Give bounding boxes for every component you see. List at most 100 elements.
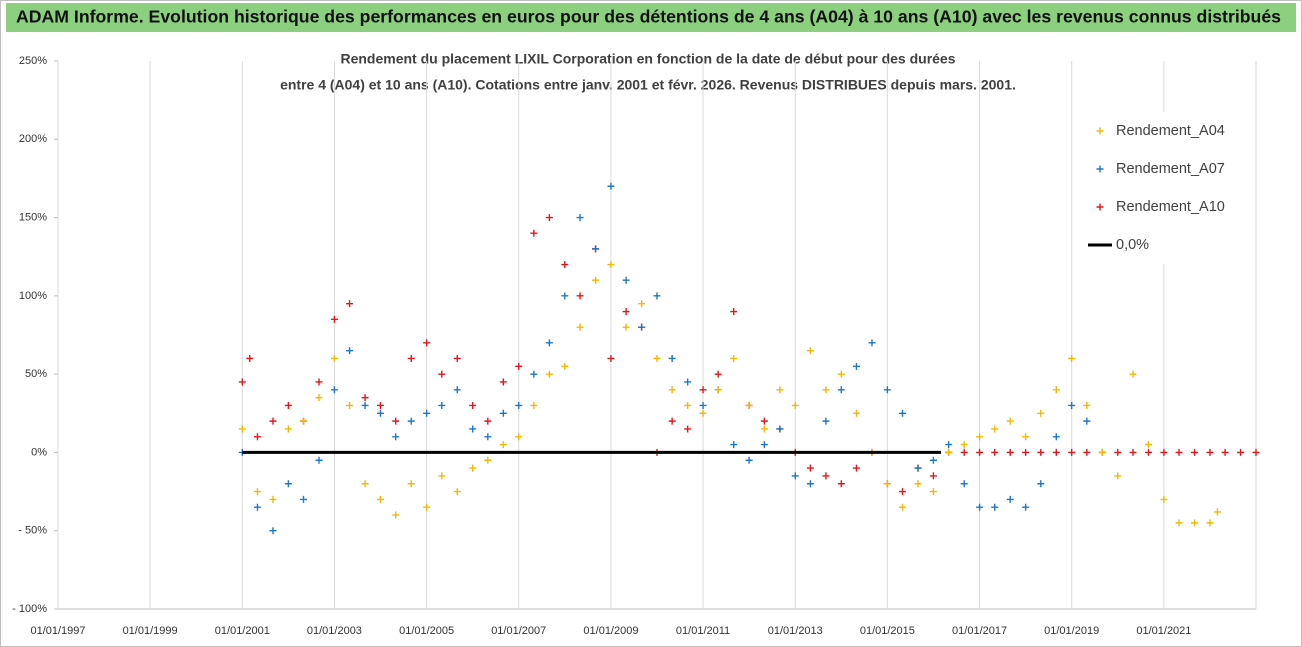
point	[1037, 448, 1045, 456]
point	[238, 425, 246, 433]
point	[453, 386, 461, 394]
point	[914, 464, 922, 472]
point	[330, 354, 338, 362]
point	[407, 417, 415, 425]
point	[423, 409, 431, 417]
point	[638, 323, 646, 331]
point	[469, 425, 477, 433]
point	[1175, 519, 1183, 527]
point	[238, 378, 246, 386]
point	[668, 386, 676, 394]
y-tick-label: - 100%	[12, 603, 47, 615]
point	[1083, 417, 1091, 425]
point	[561, 292, 569, 300]
y-tick-label: 100%	[19, 290, 47, 302]
point	[284, 425, 292, 433]
point	[976, 448, 984, 456]
point	[253, 503, 261, 511]
point	[561, 261, 569, 269]
point	[1160, 495, 1168, 503]
point	[607, 182, 615, 190]
point	[246, 354, 254, 362]
point	[392, 511, 400, 519]
point	[837, 480, 845, 488]
point	[791, 472, 799, 480]
point	[622, 276, 630, 284]
point	[1160, 448, 1168, 456]
legend-label: Rendement_A07	[1116, 161, 1225, 177]
point	[899, 488, 907, 496]
point	[1052, 448, 1060, 456]
point	[1206, 448, 1214, 456]
point	[776, 386, 784, 394]
point	[1052, 386, 1060, 394]
point	[438, 401, 446, 409]
point	[392, 417, 400, 425]
legend-swatch	[1096, 165, 1104, 173]
point	[684, 425, 692, 433]
point	[545, 214, 553, 222]
point	[899, 409, 907, 417]
point	[469, 401, 477, 409]
header-bar	[6, 3, 1296, 32]
point	[576, 214, 584, 222]
point	[1114, 448, 1122, 456]
point	[346, 300, 354, 308]
point	[1022, 448, 1030, 456]
point	[960, 441, 968, 449]
point	[607, 354, 615, 362]
chart-title: Rendement du placement LIXIL Corporation…	[340, 51, 955, 67]
point	[423, 503, 431, 511]
legend-label: Rendement_A04	[1116, 123, 1225, 139]
point	[453, 354, 461, 362]
point	[1145, 448, 1153, 456]
point	[960, 480, 968, 488]
point	[868, 339, 876, 347]
point	[837, 370, 845, 378]
point	[530, 229, 538, 237]
header: ADAM Informe. Evolution historique des p…	[16, 7, 1281, 27]
point	[653, 354, 661, 362]
point	[1252, 448, 1260, 456]
point	[1221, 448, 1229, 456]
point	[361, 401, 369, 409]
point	[1068, 448, 1076, 456]
point	[269, 495, 277, 503]
point	[914, 480, 922, 488]
point	[1237, 448, 1245, 456]
legend-label: 0,0%	[1116, 237, 1149, 253]
y-tick-label: 0%	[31, 446, 47, 458]
point	[745, 456, 753, 464]
point	[1022, 433, 1030, 441]
point	[760, 441, 768, 449]
point	[1006, 448, 1014, 456]
point	[576, 292, 584, 300]
point	[315, 394, 323, 402]
point	[499, 441, 507, 449]
point	[423, 339, 431, 347]
point	[1068, 354, 1076, 362]
point	[545, 339, 553, 347]
point	[929, 488, 937, 496]
point	[515, 401, 523, 409]
point	[269, 417, 277, 425]
point	[253, 488, 261, 496]
point	[515, 362, 523, 370]
x-tick-label: 01/01/2011	[676, 625, 730, 637]
point	[253, 433, 261, 441]
point	[1022, 503, 1030, 511]
x-tick-label: 01/01/1997	[30, 625, 85, 637]
point	[376, 401, 384, 409]
grid: 250% 200% 150% 100% 50% 0% - 50% - 100% 01/01/19…	[12, 55, 1257, 637]
point	[592, 276, 600, 284]
point	[883, 480, 891, 488]
point	[929, 456, 937, 464]
point	[484, 433, 492, 441]
point	[699, 386, 707, 394]
legend: Rendement_A04 Rendement_A07 Rendement_A10 0…	[1088, 123, 1225, 253]
point	[453, 488, 461, 496]
point	[730, 308, 738, 316]
